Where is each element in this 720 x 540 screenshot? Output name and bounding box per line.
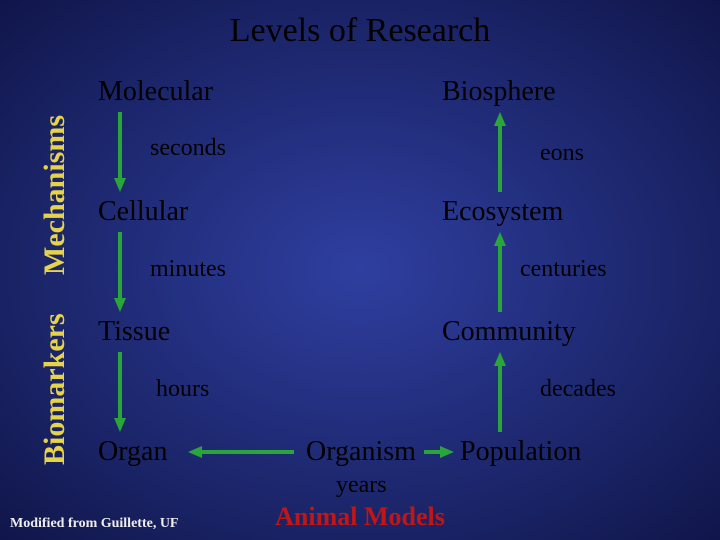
page-title: Levels of Research [0,0,720,50]
arrow-molecular-to-cellular [114,112,126,192]
node-cellular: Cellular [98,196,188,228]
side-label-mechanisms: Mechanisms [38,115,72,275]
node-organism: Organism [306,436,416,468]
credit-text: Modified from Guillette, UF [10,516,179,532]
diagram-content: Levels of Research Mechanisms Biomarkers… [0,0,720,540]
animal-models-label: Animal Models [275,502,445,532]
timescale-years: years [336,472,387,499]
node-population: Population [460,436,581,468]
timescale-minutes: minutes [150,256,226,283]
side-label-biomarkers: Biomarkers [38,313,72,465]
node-community: Community [442,316,576,348]
arrow-population-to-community [494,352,506,432]
node-molecular: Molecular [98,76,213,108]
arrow-community-to-ecosystem [494,232,506,312]
arrow-ecosystem-to-biosphere [494,112,506,192]
node-tissue: Tissue [98,316,170,348]
timescale-hours: hours [156,376,209,403]
node-biosphere: Biosphere [442,76,556,108]
timescale-seconds: seconds [150,135,226,162]
node-ecosystem: Ecosystem [442,196,563,228]
arrow-tissue-to-organ [114,352,126,432]
timescale-centuries: centuries [520,256,607,283]
node-organ: Organ [98,436,167,468]
arrow-organism-to-population [424,446,454,458]
timescale-decades: decades [540,376,616,403]
arrow-cellular-to-tissue [114,232,126,312]
timescale-eons: eons [540,140,584,167]
arrow-organism-to-organ [188,446,294,458]
